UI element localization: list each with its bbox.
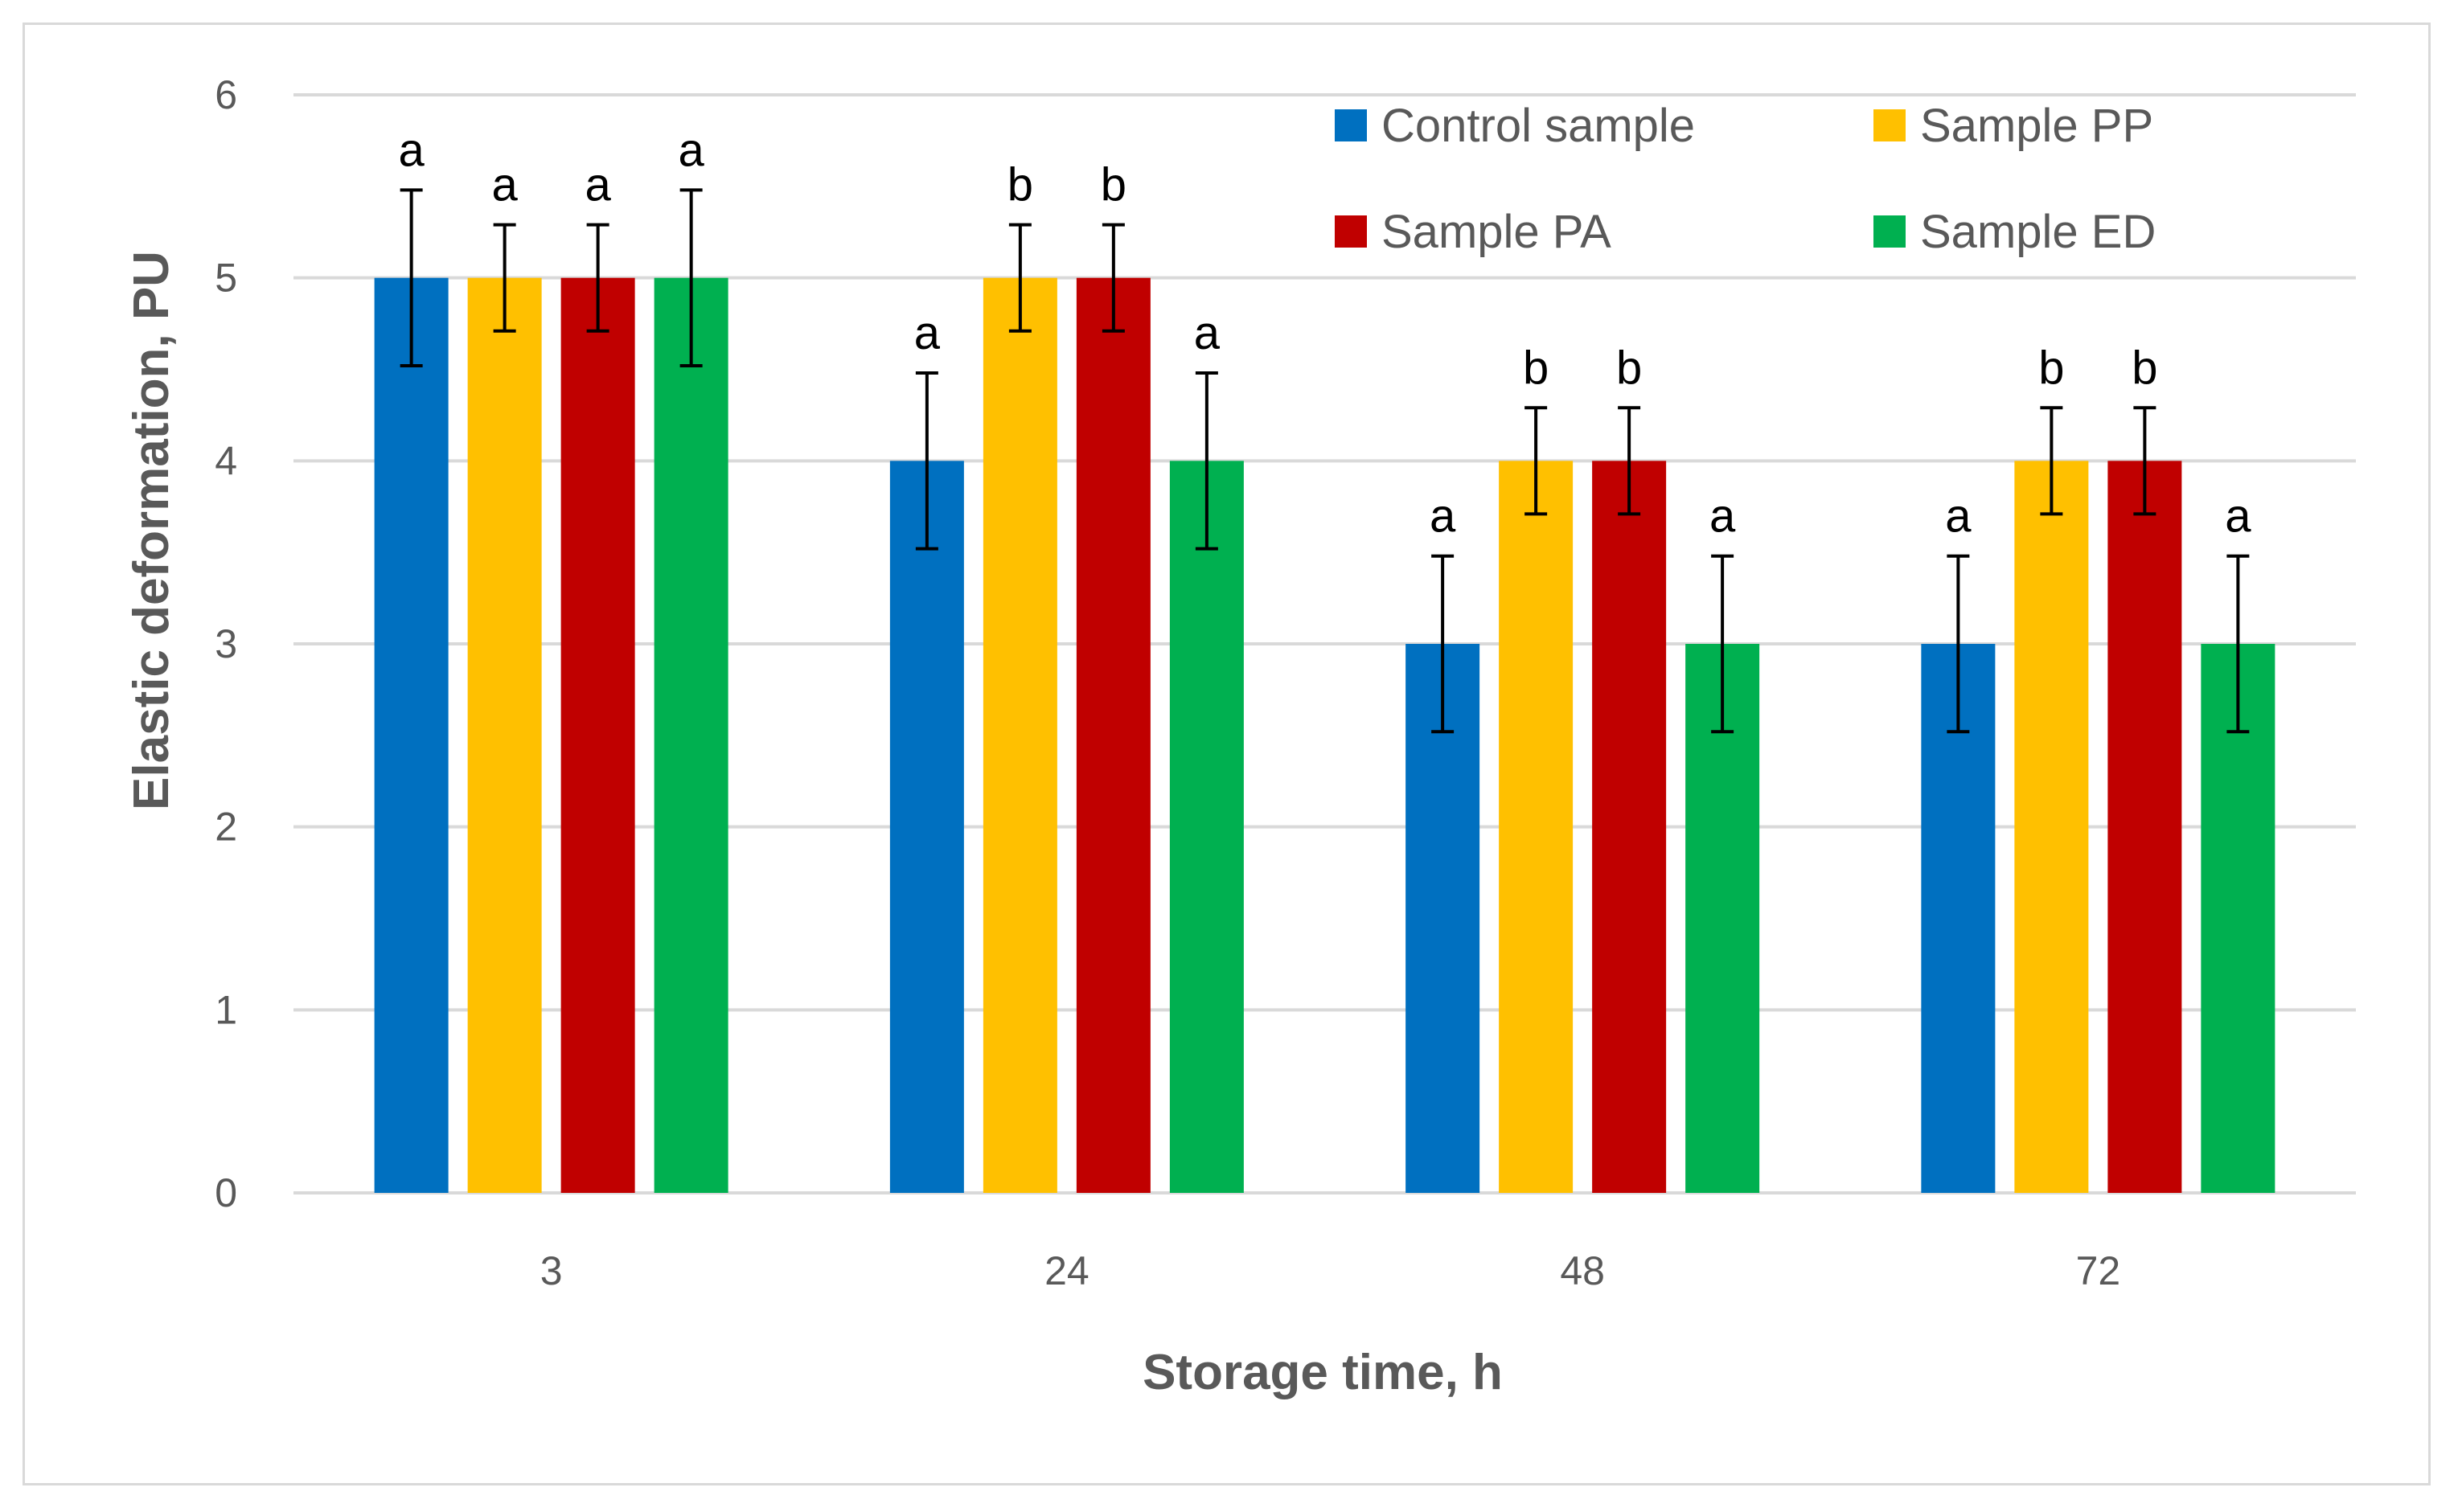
significance-label: a	[1709, 490, 1736, 543]
bar	[467, 277, 542, 1194]
bar	[983, 277, 1057, 1194]
significance-label: a	[1194, 307, 1221, 359]
bar	[2107, 461, 2182, 1193]
significance-label: b	[2038, 342, 2064, 394]
legend-swatch	[1873, 109, 1906, 141]
legend-label: Sample PA	[1381, 206, 1611, 258]
significance-label: a	[398, 124, 425, 176]
bar	[1076, 277, 1151, 1194]
bar	[1169, 461, 1244, 1193]
significance-label: b	[1616, 342, 1642, 394]
bars	[374, 277, 2275, 1194]
significance-label: b	[1101, 159, 1126, 211]
bar	[560, 277, 635, 1194]
bar	[654, 277, 728, 1194]
bar	[2201, 644, 2275, 1193]
significance-label: a	[585, 159, 611, 211]
bar	[889, 461, 964, 1193]
significance-label: a	[1945, 490, 1972, 543]
significance-label: b	[1007, 159, 1033, 211]
y-axis-title: Elastic deformation, PU	[124, 251, 179, 810]
bar	[1592, 461, 1667, 1193]
bar	[1499, 461, 1574, 1193]
bar	[1921, 644, 1996, 1193]
significance-labels: a a a a a b b a a b b a a b b a	[398, 124, 2251, 542]
significance-label: a	[914, 307, 941, 359]
y-tick-labels: 0 1 2 3 4 5 6	[215, 72, 237, 1215]
y-tick-label: 4	[215, 438, 237, 483]
significance-label: a	[1430, 490, 1456, 543]
y-tick-label: 3	[215, 621, 237, 666]
y-tick-label: 5	[215, 256, 237, 301]
legend-label: Sample ED	[1920, 206, 2156, 258]
y-tick-label: 6	[215, 72, 237, 117]
error-bars	[400, 188, 2250, 734]
y-tick-label: 0	[215, 1170, 237, 1215]
legend-swatch	[1873, 215, 1906, 248]
x-tick-label: 24	[1044, 1248, 1089, 1293]
x-tick-labels: 3 24 48 72	[540, 1248, 2120, 1293]
legend-swatch	[1335, 109, 1367, 141]
significance-label: b	[2132, 342, 2157, 394]
y-tick-label: 1	[215, 987, 237, 1032]
bar	[2014, 461, 2089, 1193]
legend-swatch	[1335, 215, 1367, 248]
legend: Control sample Sample PP Sample PA Sample E…	[1335, 100, 2156, 258]
significance-label: b	[1523, 342, 1549, 394]
x-tick-label: 72	[2076, 1248, 2121, 1293]
y-tick-label: 2	[215, 805, 237, 850]
x-tick-label: 48	[1560, 1248, 1605, 1293]
bar	[1405, 644, 1480, 1193]
legend-label: Sample PP	[1920, 100, 2153, 152]
x-tick-label: 3	[540, 1248, 563, 1293]
gridlines	[293, 93, 2356, 1194]
bar	[1685, 644, 1760, 1193]
legend-label: Control sample	[1381, 100, 1695, 152]
significance-label: a	[2225, 490, 2251, 543]
x-axis-title: Storage time, h	[1143, 1345, 1503, 1400]
significance-label: a	[491, 159, 518, 211]
bar	[374, 277, 449, 1194]
significance-label: a	[678, 124, 704, 176]
